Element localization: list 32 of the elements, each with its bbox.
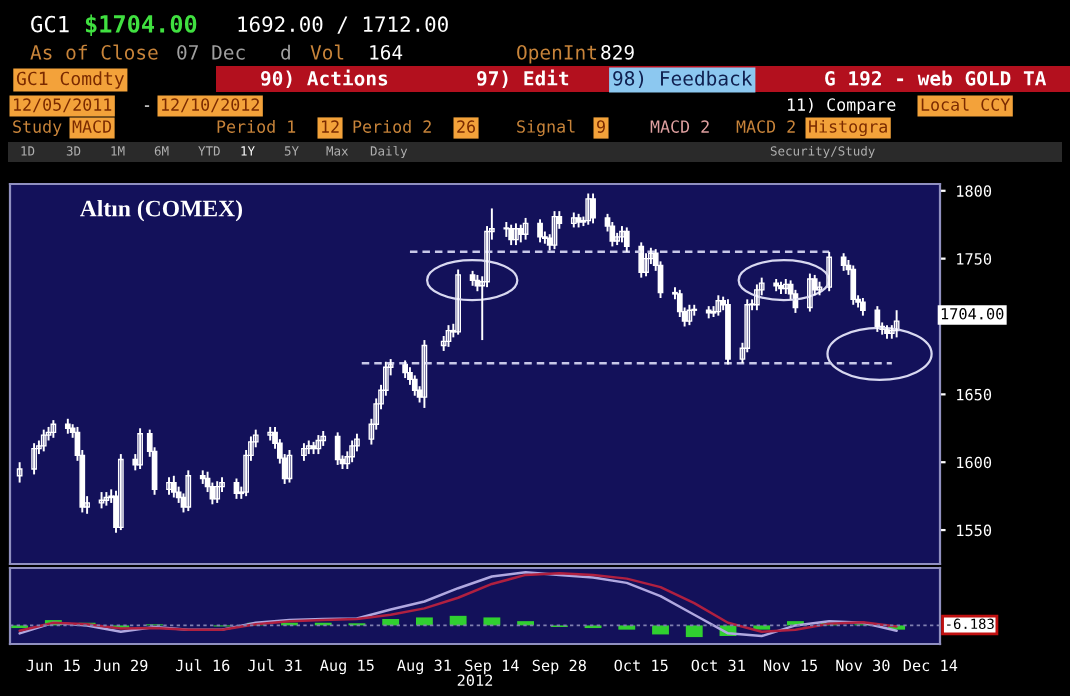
text: 164 [370, 44, 403, 60]
text: MACD [72, 120, 112, 133]
text: d [281, 44, 290, 60]
text: 9 [597, 120, 605, 133]
text: 1692.00 / 1712.00 [238, 16, 448, 34]
text: 12/05/2011 [14, 98, 112, 113]
text: 829 [601, 44, 634, 60]
text: 97) Edit [477, 69, 569, 88]
text: GC1 Comdty [16, 71, 124, 89]
text: 26 [457, 120, 475, 133]
text: - [144, 105, 150, 107]
text: OpenInt [517, 44, 597, 64]
text: Altın (COMEX) [79, 199, 243, 222]
text: Period 2 [353, 119, 431, 133]
text: Local CCY [921, 97, 1011, 111]
text: 90) Actions [261, 69, 388, 88]
text: 11) Compare [788, 98, 896, 115]
text: Vol [310, 44, 344, 60]
text: 12 [322, 120, 339, 133]
text: 98) Feedback [613, 70, 753, 88]
text: G 192 - web GOLD TA [825, 70, 1047, 86]
text: GC1 [31, 15, 69, 33]
text: Signal [517, 119, 575, 137]
text: Period 1 [217, 119, 296, 133]
text: 07 Dec [177, 44, 245, 60]
text: $1704.00 [85, 14, 197, 36]
text: Study [13, 119, 62, 137]
text: Histogra [809, 119, 887, 137]
text: MACD 2 [736, 120, 795, 133]
text: MACD 2 [650, 120, 709, 133]
text: 12/10/2012 [162, 98, 259, 113]
text: As of Close [30, 44, 158, 60]
